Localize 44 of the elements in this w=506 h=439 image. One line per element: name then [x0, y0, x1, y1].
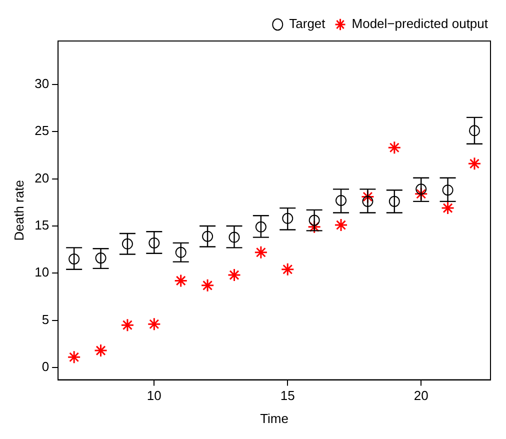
x-tick-label: 20: [414, 388, 428, 404]
point: [202, 230, 214, 242]
point: [308, 214, 320, 226]
point: [68, 254, 80, 264]
y-tick-label: 0: [42, 359, 50, 374]
point: [468, 156, 482, 170]
point: [122, 238, 133, 250]
point: [280, 262, 294, 276]
point: [334, 218, 348, 232]
point: [174, 274, 188, 288]
point: [468, 125, 480, 136]
y-tick-label: 30: [34, 76, 50, 91]
point: [416, 184, 427, 195]
point: [336, 194, 347, 206]
point: [362, 196, 374, 207]
x-tick-label: 15: [280, 388, 295, 404]
point: [414, 187, 428, 201]
x-tick-label: 10: [146, 388, 162, 404]
legend-label: Model−predicted output: [352, 16, 488, 32]
point: [147, 317, 161, 331]
x-axis-title: Time: [260, 410, 288, 426]
y-tick-label: 5: [42, 312, 50, 327]
point: [360, 190, 374, 204]
point: [94, 344, 108, 358]
point: [255, 221, 266, 232]
point: [308, 220, 322, 234]
y-tick-label: 25: [34, 123, 50, 138]
legend-label: Target: [289, 16, 326, 32]
y-tick-label: 10: [34, 264, 50, 280]
y-tick-label: 20: [34, 170, 50, 186]
point: [441, 201, 455, 215]
point: [200, 278, 214, 292]
point: [282, 212, 294, 224]
point: [442, 184, 454, 196]
point: [148, 237, 160, 248]
point: [120, 318, 134, 332]
point: [227, 268, 241, 282]
point: [228, 232, 240, 243]
point: [388, 140, 402, 154]
point: [67, 350, 81, 364]
point: [254, 246, 268, 260]
y-tick-label: 15: [34, 218, 50, 233]
y-axis-title: Death rate: [11, 180, 26, 241]
point: [388, 196, 400, 207]
